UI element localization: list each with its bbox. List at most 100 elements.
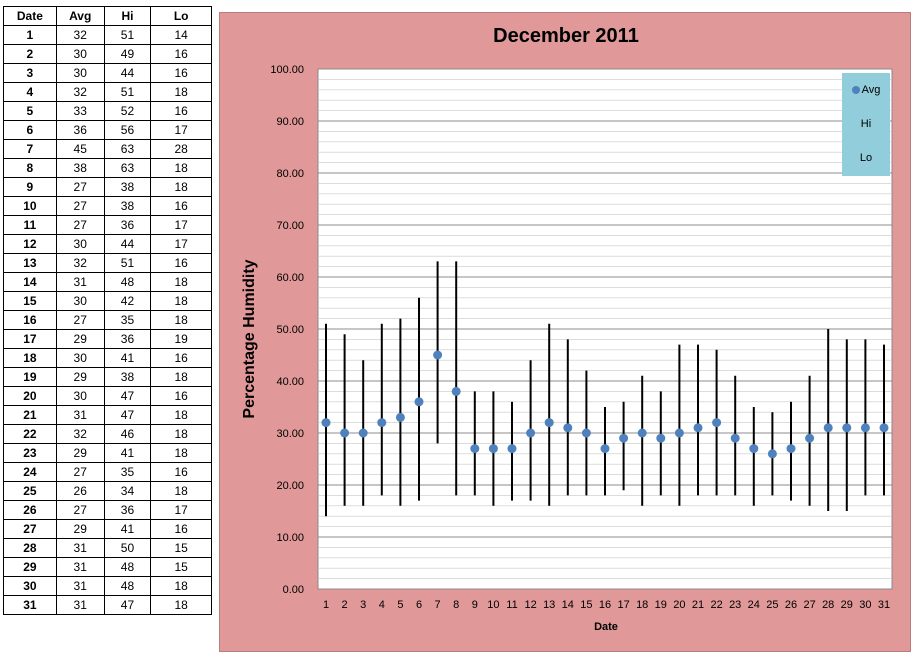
x-tick-label: 1: [323, 599, 329, 611]
table-row: 20 30 47 16: [3, 386, 212, 406]
cell-avg: 29: [55, 329, 105, 349]
chart-area: 0.00 10.00 20.00 30.00 40.00 50.00 60.00 70.00 8…: [219, 12, 911, 652]
cell-lo: 15: [150, 538, 212, 558]
cell-date: 13: [3, 253, 57, 273]
cell-avg: 38: [55, 158, 105, 178]
cell-avg: 30: [55, 386, 105, 406]
header-avg: Avg: [55, 6, 105, 26]
x-tick-label: 16: [599, 599, 611, 611]
legend-entry-avg: Avg: [842, 84, 890, 96]
cell-lo: 18: [150, 443, 212, 463]
cell-lo: 18: [150, 82, 212, 102]
cell-date: 26: [3, 500, 57, 520]
x-tick-label: 10: [487, 599, 499, 611]
avg-point: [544, 418, 554, 428]
cell-date: 18: [3, 348, 57, 368]
table-row: 25 26 34 18: [3, 481, 212, 501]
cell-hi: 46: [103, 424, 152, 444]
x-tick-label: 30: [859, 599, 871, 611]
avg-point: [786, 444, 796, 454]
cell-hi: 51: [103, 253, 152, 273]
cell-hi: 47: [103, 405, 152, 425]
cell-date: 31: [3, 595, 57, 615]
avg-point: [767, 449, 777, 459]
cell-date: 23: [3, 443, 57, 463]
table-row: 27 29 41 16: [3, 519, 212, 539]
cell-avg: 30: [55, 234, 105, 254]
cell-lo: 14: [150, 25, 212, 45]
cell-lo: 18: [150, 158, 212, 178]
cell-date: 12: [3, 234, 57, 254]
chart-plot-svg: 0.00 10.00 20.00 30.00 40.00 50.00 60.00 70.00 8…: [270, 64, 893, 611]
cell-date: 1: [3, 25, 57, 45]
cell-avg: 31: [55, 272, 105, 292]
table-row: 8 38 63 18: [3, 158, 212, 178]
x-tick-label: 5: [397, 599, 403, 611]
cell-avg: 31: [55, 576, 105, 596]
cell-hi: 47: [103, 595, 152, 615]
x-tick-label: 13: [543, 599, 555, 611]
cell-avg: 27: [55, 177, 105, 197]
cell-date: 10: [3, 196, 57, 216]
cell-avg: 27: [55, 500, 105, 520]
x-tick-label: 19: [655, 599, 667, 611]
cell-avg: 30: [55, 44, 105, 64]
avg-point: [451, 386, 461, 396]
cell-avg: 30: [55, 348, 105, 368]
cell-lo: 18: [150, 481, 212, 501]
y-tick-label: 20.00: [276, 480, 304, 492]
cell-hi: 50: [103, 538, 152, 558]
x-tick-label: 11: [506, 599, 517, 611]
table-row: 9 27 38 18: [3, 177, 212, 197]
table-row: 24 27 35 16: [3, 462, 212, 482]
cell-hi: 47: [103, 386, 152, 406]
cell-avg: 27: [55, 310, 105, 330]
cell-lo: 19: [150, 329, 212, 349]
cell-hi: 38: [103, 177, 152, 197]
legend-marker-avg: [851, 86, 860, 95]
y-tick-label: 60.00: [276, 272, 304, 284]
y-tick-label: 80.00: [276, 168, 304, 180]
header-hi: Hi: [103, 6, 152, 26]
x-tick-label: 24: [748, 599, 760, 611]
cell-hi: 36: [103, 329, 152, 349]
x-tick-label: 17: [617, 599, 629, 611]
cell-lo: 18: [150, 291, 212, 311]
table-row: 13 32 51 16: [3, 253, 212, 273]
cell-avg: 29: [55, 367, 105, 387]
cell-date: 30: [3, 576, 57, 596]
avg-point: [823, 423, 833, 433]
table-row: 15 30 42 18: [3, 291, 212, 311]
avg-point: [674, 428, 684, 438]
cell-date: 19: [3, 367, 57, 387]
legend: Avg Hi Lo: [842, 73, 890, 176]
cell-avg: 45: [55, 139, 105, 159]
cell-date: 20: [3, 386, 57, 406]
cell-hi: 41: [103, 443, 152, 463]
avg-point: [805, 433, 815, 443]
x-tick-label: 8: [453, 599, 459, 611]
cell-lo: 16: [150, 196, 212, 216]
x-tick-label: 25: [766, 599, 778, 611]
cell-date: 8: [3, 158, 57, 178]
legend-entry-hi: Hi: [842, 118, 890, 130]
cell-lo: 17: [150, 120, 212, 140]
table-row: 18 30 41 16: [3, 348, 212, 368]
cell-date: 3: [3, 63, 57, 83]
cell-hi: 51: [103, 25, 152, 45]
avg-point: [600, 444, 610, 454]
x-tick-label: 14: [562, 599, 574, 611]
table-row: 6 36 56 17: [3, 120, 212, 140]
table-row: 10 27 38 16: [3, 196, 212, 216]
y-tick-label: 70.00: [276, 220, 304, 232]
cell-avg: 32: [55, 253, 105, 273]
avg-point: [842, 423, 852, 433]
chart-title: December 2011: [493, 25, 639, 47]
legend-entry-lo: Lo: [842, 152, 890, 164]
cell-avg: 29: [55, 519, 105, 539]
cell-lo: 17: [150, 215, 212, 235]
x-tick-label: 4: [379, 599, 385, 611]
table-row: 31 31 47 18: [3, 595, 212, 615]
cell-lo: 15: [150, 557, 212, 577]
x-tick-label: 28: [822, 599, 834, 611]
